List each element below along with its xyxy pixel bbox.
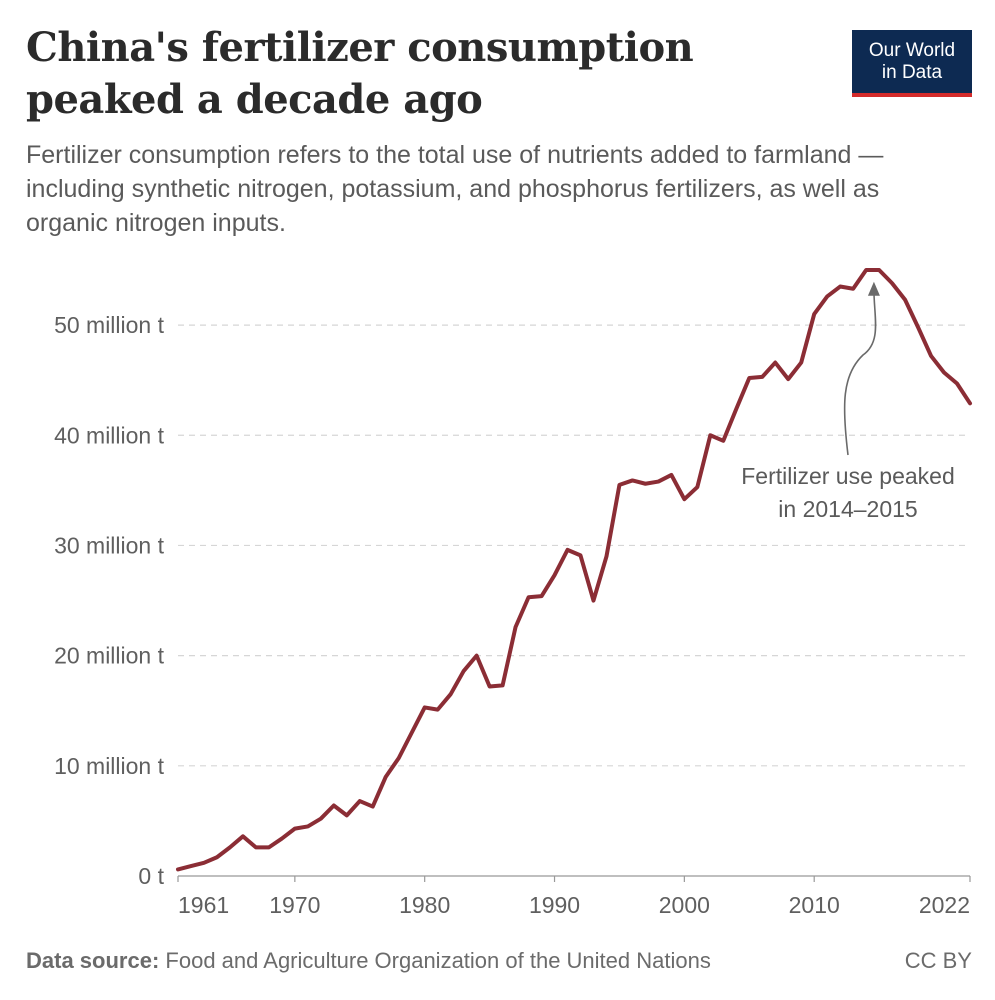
logo-line-1: Our World: [868, 39, 956, 61]
footer: Data source: Food and Agriculture Organi…: [26, 948, 972, 974]
x-tick-label: 2000: [659, 892, 710, 918]
x-tick-label: 1961: [178, 892, 229, 918]
y-tick-label: 50 million t: [54, 312, 165, 338]
owid-logo[interactable]: Our World in Data: [852, 30, 972, 97]
y-tick-label: 40 million t: [54, 422, 165, 448]
y-tick-label: 30 million t: [54, 532, 165, 558]
gridlines: [178, 324, 970, 767]
annotation: Fertilizer use peaked in 2014–2015: [741, 281, 955, 522]
y-tick-label: 10 million t: [54, 753, 165, 779]
chart-title: China's fertilizer consumption peaked a …: [26, 24, 694, 123]
x-tick-label: 2010: [789, 892, 840, 918]
annotation-text-line-1: Fertilizer use peaked: [741, 463, 955, 489]
annotation-text-line-2: in 2014–2015: [778, 496, 917, 522]
annotation-arrowhead: [867, 281, 880, 296]
x-tick-label: 1990: [529, 892, 580, 918]
data-source-label: Data source:: [26, 948, 160, 973]
axes: 0 t 10 million t 20 million t 30 million t 4…: [54, 312, 971, 918]
data-source-text[interactable]: Food and Agriculture Organization of the…: [165, 948, 711, 973]
x-tick-label: 2022: [919, 892, 970, 918]
license-link[interactable]: CC BY: [904, 948, 972, 973]
series: [176, 268, 972, 872]
x-tick-label: 1970: [269, 892, 320, 918]
series-line: [176, 268, 972, 872]
logo-line-2: in Data: [881, 61, 943, 83]
y-tick-label: 20 million t: [54, 643, 165, 669]
x-tick-label: 1980: [399, 892, 450, 918]
chart-subtitle: Fertilizer consumption refers to the tot…: [26, 141, 884, 237]
y-tick-label: 0 t: [138, 863, 164, 889]
annotation-arrow-line: [843, 289, 877, 456]
